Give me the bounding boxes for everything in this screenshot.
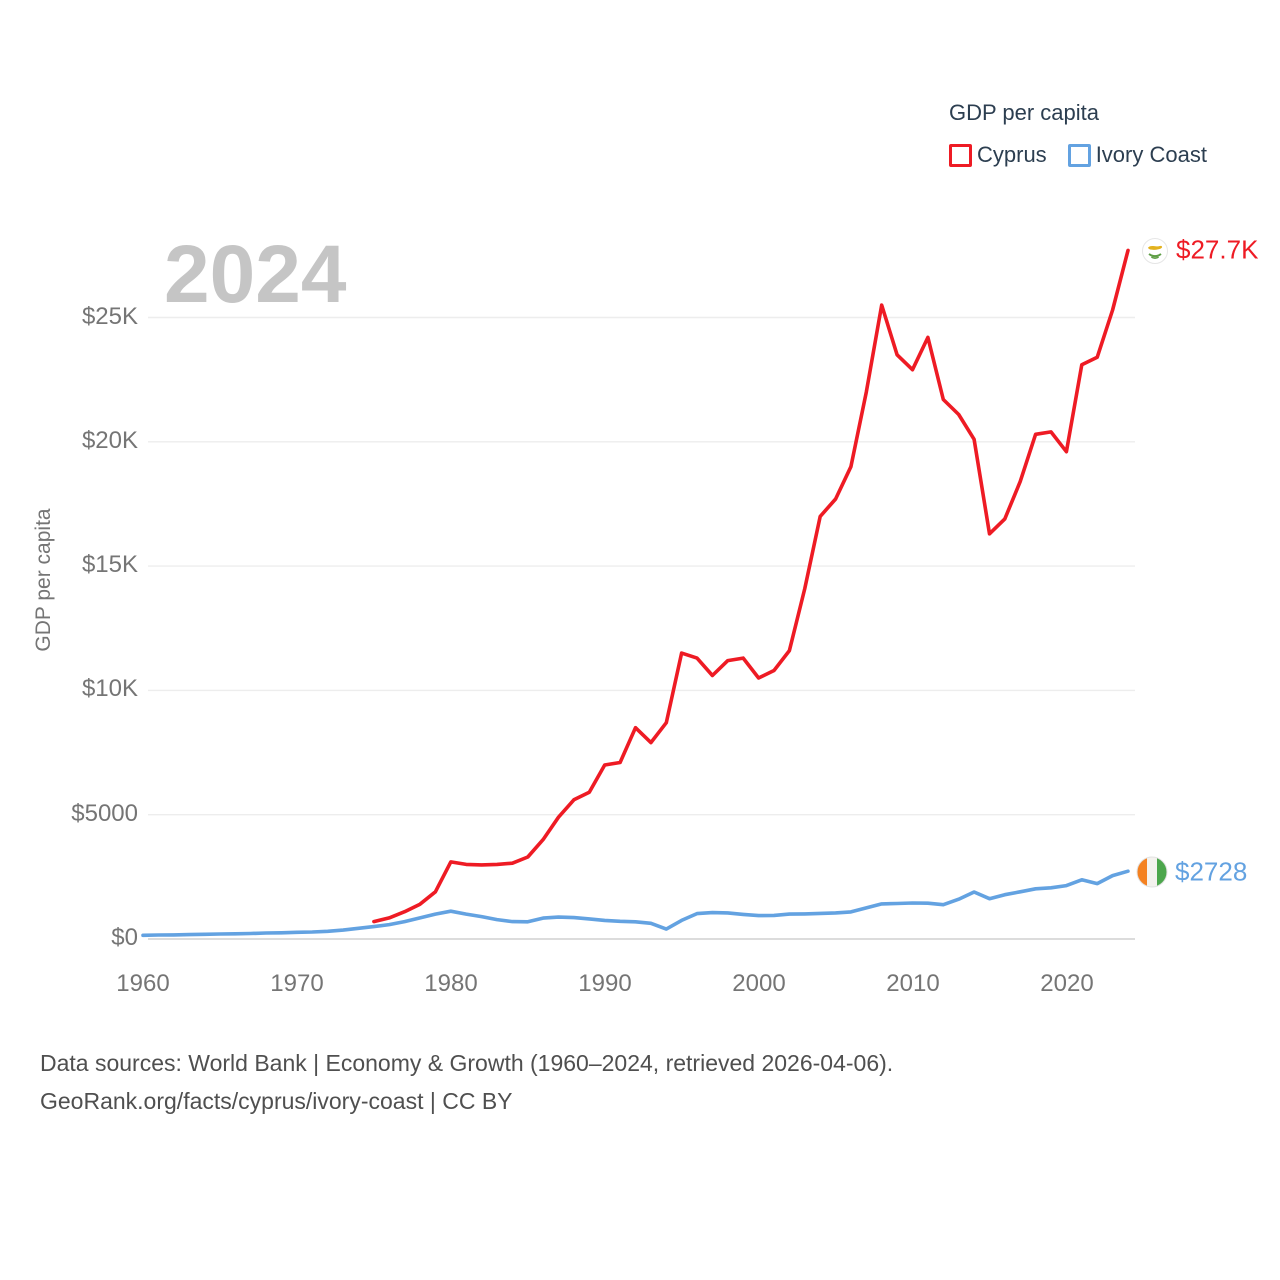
legend-item-cyprus[interactable]: Cyprus	[977, 142, 1047, 167]
footer-sources: Data sources: World Bank | Economy & Gro…	[40, 1050, 894, 1076]
y-tick-15k: $15K	[81, 550, 138, 578]
legend-item-ivory-coast[interactable]: Ivory Coast	[1095, 142, 1207, 167]
legend-items: Cyprus Ivory Coast	[949, 142, 1207, 168]
x-tick-1980: 1980	[424, 970, 478, 997]
ivory-coast-line	[141, 869, 1130, 938]
footer: Data sources: World Bank | Economy & Gro…	[40, 1044, 893, 1120]
y-tick-20k: $20K	[81, 426, 138, 454]
y-axis-title: GDP per capita	[32, 508, 55, 652]
legend-title: GDP per capita	[949, 100, 1100, 125]
x-tick-1960: 1960	[116, 970, 170, 997]
cyprus-flag-icon	[1142, 238, 1168, 264]
legend-swatch-cyprus[interactable]	[949, 143, 972, 167]
y-tick-5000: $5000	[71, 799, 138, 827]
x-tick-2020: 2020	[1040, 970, 1094, 997]
footer-attribution: GeoRank.org/facts/cyprus/ivory-coast | C…	[40, 1088, 513, 1114]
cyprus-line	[372, 248, 1130, 924]
watermark-year: 2024	[164, 229, 347, 320]
x-tick-1970: 1970	[270, 970, 324, 997]
x-tick-2010: 2010	[886, 970, 940, 997]
x-tick-2000: 2000	[732, 970, 786, 997]
x-tick-1990: 1990	[578, 970, 632, 997]
ivory-coast-flag-icon	[1136, 856, 1168, 888]
y-tick-10k: $10K	[81, 674, 138, 702]
ivory-coast-end-value: $2728	[1175, 856, 1248, 887]
y-tick-25k: $25K	[81, 302, 138, 330]
cyprus-end-value: $27.7K	[1176, 234, 1259, 265]
y-tick-0: $0	[111, 923, 138, 951]
legend-swatch-ivory-coast[interactable]	[1067, 143, 1091, 167]
legend: GDP per capita Cyprus Ivory Coast	[949, 100, 1207, 168]
